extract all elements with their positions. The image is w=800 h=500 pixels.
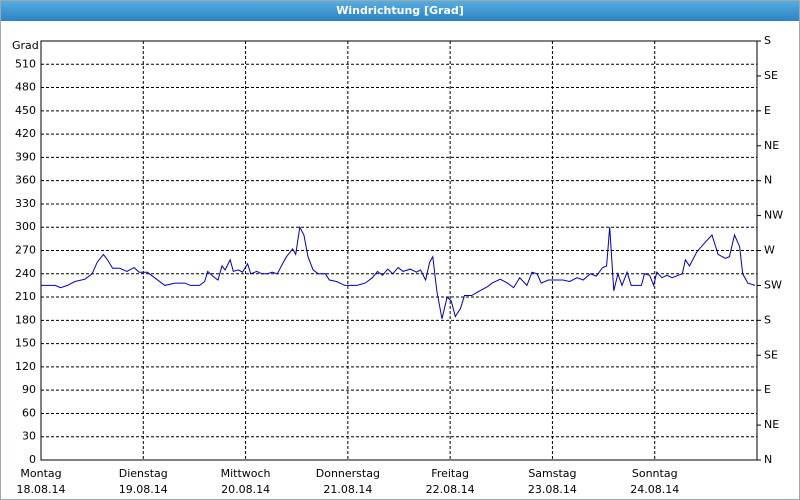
y2-tick-label: SE	[764, 348, 778, 361]
y-tick-label: 360	[15, 174, 36, 187]
y2-tick-label: SE	[764, 69, 778, 82]
x-tick-label: Freitag	[431, 467, 469, 480]
x-tick-label: Mittwoch	[221, 467, 271, 480]
y-tick-label: 60	[22, 406, 36, 419]
y-axis-label: Grad	[12, 39, 39, 52]
chart-title: Windrichtung [Grad]	[336, 4, 464, 17]
x-tick-label: Samstag	[528, 467, 576, 480]
x-tick-label: Montag	[20, 467, 61, 480]
y-tick-label: 240	[15, 267, 36, 280]
y-tick-label: 150	[15, 337, 36, 350]
x-tick-date: 18.08.14	[17, 483, 66, 496]
title-bar	[0, 0, 800, 21]
x-tick-date: 21.08.14	[323, 483, 372, 496]
y-tick-label: 0	[29, 453, 36, 466]
y2-tick-label: SW	[764, 278, 782, 291]
y2-tick-label: N	[764, 174, 772, 187]
y2-tick-label: E	[764, 104, 771, 117]
y2-tick-label: NE	[764, 139, 779, 152]
line-series	[41, 225, 756, 319]
y-tick-label: 330	[15, 197, 36, 210]
y-tick-label: 510	[15, 57, 36, 70]
y-tick-label: 390	[15, 150, 36, 163]
y-tick-label: 180	[15, 313, 36, 326]
y-tick-label: 120	[15, 360, 36, 373]
x-tick-date: 22.08.14	[426, 483, 475, 496]
y-tick-label: 90	[22, 383, 36, 396]
x-tick-date: 20.08.14	[221, 483, 270, 496]
y-tick-label: 420	[15, 127, 36, 140]
plot-border	[40, 40, 758, 461]
y-tick-label: 30	[22, 430, 36, 443]
y-tick-label: 480	[15, 81, 36, 94]
x-tick-date: 19.08.14	[119, 483, 168, 496]
x-tick-label: Dienstag	[119, 467, 168, 480]
y2-tick-label: NE	[764, 418, 779, 431]
y-tick-label: 450	[15, 104, 36, 117]
x-tick-label: Sonntag	[632, 467, 678, 480]
y2-tick-label: E	[764, 383, 771, 396]
y2-tick-label: W	[764, 244, 775, 257]
x-tick-label: Donnerstag	[316, 467, 380, 480]
y2-tick-label: S	[764, 34, 771, 47]
y-tick-label: 300	[15, 220, 36, 233]
y-tick-label: 210	[15, 290, 36, 303]
y2-tick-label: N	[764, 453, 772, 466]
y2-tick-label: NW	[764, 209, 783, 222]
y-tick-label: 270	[15, 244, 36, 257]
y2-tick-label: S	[764, 313, 771, 326]
x-tick-date: 23.08.14	[528, 483, 577, 496]
x-tick-date: 24.08.14	[630, 483, 679, 496]
